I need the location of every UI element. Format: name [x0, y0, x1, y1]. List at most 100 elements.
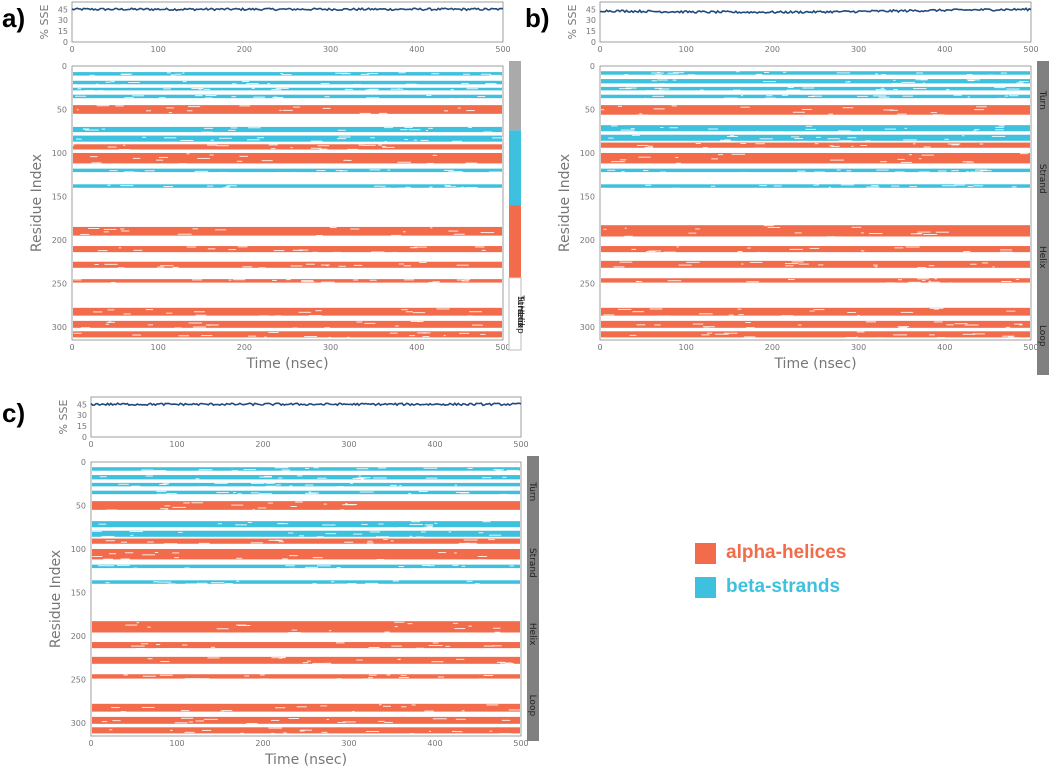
helix-band-gap: [209, 154, 214, 156]
ytick-label: 150: [71, 588, 86, 597]
helix-band-fill: [601, 320, 1030, 328]
helix-band-gap: [448, 230, 459, 232]
strand-band-gap: [509, 565, 514, 567]
helix-band-gap: [428, 645, 443, 647]
helix-band-gap: [1002, 335, 1015, 337]
strand-band-gap: [736, 71, 740, 73]
helix-band-gap: [271, 657, 286, 659]
strand-band-gap: [450, 98, 455, 100]
helix-band-gap: [468, 625, 472, 627]
strand-band-gap: [973, 185, 984, 187]
helix-band-gap: [315, 234, 323, 236]
helix-band-fill: [73, 320, 502, 328]
helix-band-gap: [273, 250, 285, 252]
strand-band-gap: [340, 170, 348, 172]
helix-band-gap: [632, 311, 645, 313]
strand-band-gap: [654, 87, 662, 89]
strand-band-gap: [153, 581, 159, 583]
helix-band-gap: [397, 658, 400, 660]
helix-band-gap: [750, 282, 755, 284]
helix-band-gap: [244, 675, 250, 677]
helix-band: [92, 727, 520, 735]
helix-band-gap: [147, 658, 153, 660]
helix-band-gap: [657, 315, 671, 317]
legend-item-helix: alpha-helices: [695, 538, 915, 568]
sse-ytick-label: 45: [77, 400, 87, 409]
helix-band-gap: [177, 163, 187, 165]
helix-band-gap: [270, 732, 275, 734]
sidebar-label: Loop: [527, 695, 537, 717]
helix-band-gap: [88, 227, 100, 229]
strand-band-gap: [967, 79, 976, 81]
strand-band-gap: [368, 88, 379, 90]
helix-band-gap: [210, 646, 216, 648]
helix-band-gap: [400, 674, 407, 676]
strand-band-gap: [336, 567, 341, 569]
helix-band-gap: [124, 552, 134, 554]
helix-band-gap: [174, 327, 182, 329]
helix-band-fill: [92, 716, 520, 724]
sidebar-segment: [509, 61, 521, 131]
helix-band-fill: [92, 538, 520, 544]
helix-band-fill: [73, 261, 502, 268]
strand-band-gap: [1016, 82, 1024, 84]
helix-band-gap: [430, 227, 433, 229]
strand-band-gap: [194, 95, 203, 97]
helix-band-gap: [191, 502, 203, 504]
strand-band-gap: [620, 129, 635, 131]
sse-xtick-label: 100: [169, 440, 184, 449]
strand-band-gap: [247, 521, 253, 523]
strand-band-gap: [418, 490, 428, 492]
helix-band-gap: [145, 110, 151, 112]
strand-band-gap: [421, 564, 431, 566]
helix-band-gap: [260, 674, 265, 676]
strand-band-gap: [198, 469, 213, 471]
helix-band-gap: [220, 710, 225, 712]
sse-xtick-label: 200: [765, 45, 780, 54]
helix-band-fill: [92, 621, 520, 633]
helix-band-gap: [494, 631, 501, 633]
sse-ytick-label: 30: [586, 16, 596, 25]
helix-band-gap: [371, 251, 385, 253]
helix-band-gap: [893, 334, 908, 336]
strand-band-gap: [967, 185, 974, 187]
strand-band-gap: [231, 83, 237, 85]
helix-band-gap: [250, 542, 264, 544]
strand-band-gap: [180, 139, 194, 141]
helix-band-gap: [177, 233, 192, 235]
strand-band-gap: [903, 139, 917, 141]
helix-band-gap: [432, 642, 439, 644]
strand-band-gap: [217, 171, 228, 173]
strand-band-gap: [836, 169, 841, 171]
strand-band-gap: [226, 185, 237, 187]
helix-band-gap: [928, 281, 940, 283]
helix-band-fill: [73, 279, 502, 283]
helix-band: [73, 246, 502, 253]
helix-band-gap: [335, 642, 345, 644]
strand-band-gap: [493, 469, 497, 471]
helix-band-gap: [184, 678, 199, 680]
strand-band-gap: [448, 531, 452, 533]
helix-band-gap: [456, 279, 465, 281]
helix-band-gap: [851, 145, 854, 147]
helix-band-gap: [115, 105, 124, 107]
strand-band-gap: [304, 467, 309, 469]
strand-band-gap: [98, 523, 107, 525]
helix-band-gap: [963, 251, 971, 253]
strand-band-gap: [253, 96, 266, 98]
helix-band-fill: [601, 331, 1030, 338]
helix-band-gap: [268, 727, 283, 729]
xtick-label: 200: [765, 343, 780, 352]
helix-band-gap: [667, 280, 682, 282]
helix-band-gap: [613, 266, 625, 268]
helix-band-gap: [702, 326, 715, 328]
strand-band-gap: [201, 131, 213, 133]
helix-band-gap: [711, 158, 719, 160]
sidebar-label: Helix: [527, 623, 537, 646]
sidebar-label: Strand: [515, 296, 525, 326]
helix-band-gap: [830, 145, 840, 147]
helix-band-gap: [445, 645, 451, 647]
helix-band-gap: [186, 246, 197, 248]
helix-band-gap: [794, 232, 802, 234]
strand-band-gap: [420, 139, 429, 141]
